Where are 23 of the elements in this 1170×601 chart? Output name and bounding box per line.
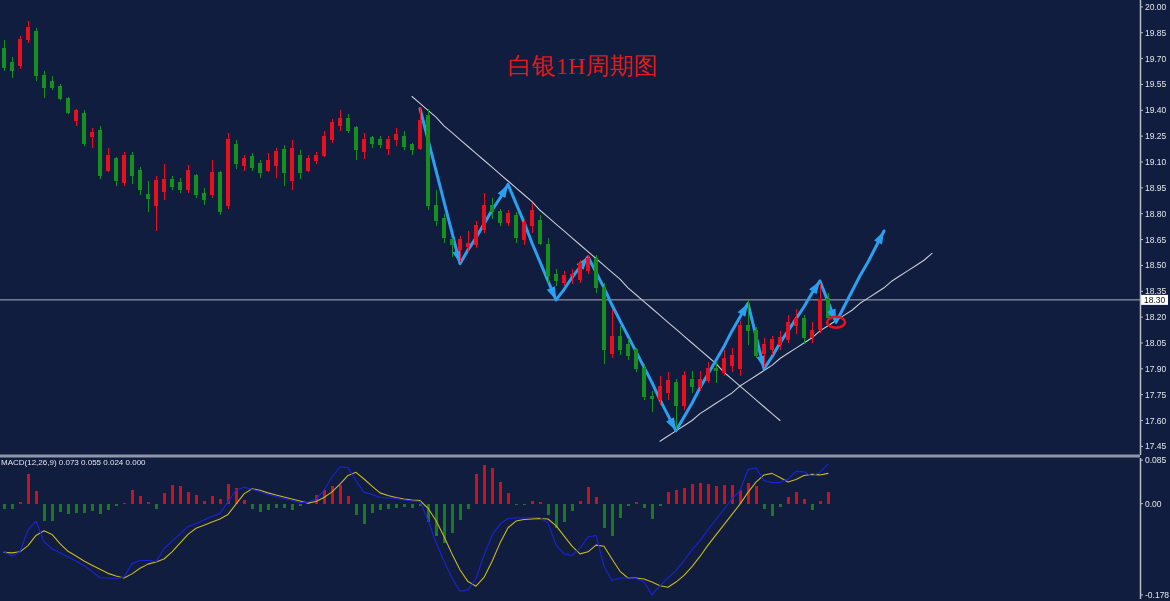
y-tick-label: 19.55 [1145, 79, 1167, 90]
y-tick-label: 17.45 [1145, 441, 1167, 452]
y-tick-label: 18.35 [1145, 286, 1167, 297]
y-tick-label: 17.75 [1145, 389, 1167, 400]
y-tick-label: 18.80 [1145, 208, 1167, 219]
text: 白银1H周期图 [508, 53, 658, 79]
y-tick-label: 17.90 [1145, 363, 1167, 374]
chart-title: MACD(12,26,9) 0.073 0.055 0.024 0.000 [1, 458, 147, 467]
y-tick-label: 18.20 [1145, 312, 1167, 323]
y-tick-label: 19.40 [1145, 105, 1167, 116]
y-tick-label: 18.05 [1145, 337, 1167, 348]
y-tick-label: 19.85 [1145, 27, 1167, 38]
y-tick-label: 17.60 [1145, 415, 1167, 426]
y-tick-label: 18.50 [1145, 260, 1167, 271]
y-tick-label: 19.10 [1145, 157, 1167, 168]
y-tick-label: 18.65 [1145, 234, 1167, 245]
y-tick-label: 0.085 [1145, 455, 1167, 466]
y-tick-label: 20.00 [1145, 1, 1167, 12]
y-tick-label: 18.95 [1145, 182, 1167, 193]
y-tick-label: 19.70 [1145, 53, 1167, 64]
y-tick-label: -0.178 [1145, 589, 1170, 600]
y-tick-label: 19.25 [1145, 131, 1167, 142]
y-tick-label: 0.00 [1145, 498, 1162, 509]
